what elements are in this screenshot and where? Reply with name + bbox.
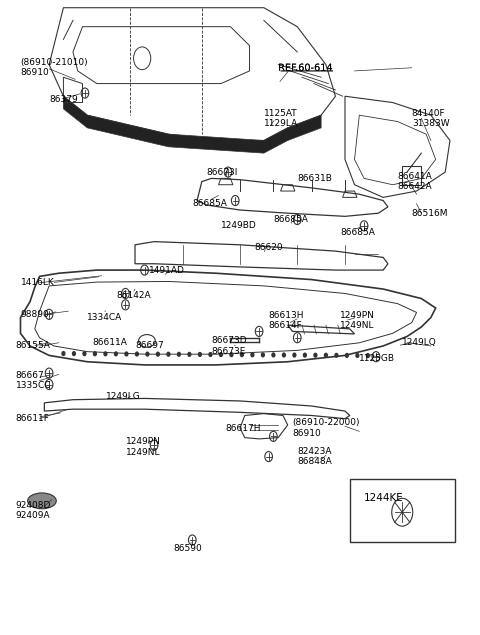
Circle shape bbox=[125, 352, 128, 356]
Text: 1249BD: 1249BD bbox=[221, 222, 257, 231]
Circle shape bbox=[156, 352, 159, 356]
Text: 1125GB: 1125GB bbox=[360, 354, 396, 363]
Text: 86673D
86673E: 86673D 86673E bbox=[211, 337, 247, 356]
Text: 1491AD: 1491AD bbox=[149, 265, 185, 274]
Circle shape bbox=[230, 353, 233, 356]
Text: 92408D
92409A: 92408D 92409A bbox=[16, 500, 51, 520]
Circle shape bbox=[262, 353, 264, 357]
Text: 86613H
86614F: 86613H 86614F bbox=[269, 311, 304, 330]
Circle shape bbox=[335, 354, 338, 358]
Text: 86155A: 86155A bbox=[16, 342, 50, 351]
Text: 86667
1335CC: 86667 1335CC bbox=[16, 371, 51, 391]
Circle shape bbox=[356, 354, 359, 358]
Circle shape bbox=[324, 354, 327, 357]
Circle shape bbox=[146, 352, 149, 356]
Text: 86685A: 86685A bbox=[274, 215, 308, 224]
Circle shape bbox=[178, 352, 180, 356]
Circle shape bbox=[104, 352, 107, 356]
Circle shape bbox=[83, 352, 86, 356]
Circle shape bbox=[219, 352, 222, 356]
Circle shape bbox=[293, 353, 296, 357]
Text: 86673I: 86673I bbox=[206, 168, 238, 177]
Circle shape bbox=[303, 353, 306, 357]
Text: 86590: 86590 bbox=[173, 544, 202, 552]
Circle shape bbox=[135, 352, 138, 356]
Text: 86685A: 86685A bbox=[340, 228, 375, 237]
Circle shape bbox=[366, 354, 369, 358]
Text: 1249LG: 1249LG bbox=[107, 392, 141, 401]
Text: 86617H: 86617H bbox=[226, 424, 261, 432]
Polygon shape bbox=[63, 97, 321, 153]
Text: 1249LQ: 1249LQ bbox=[402, 338, 437, 347]
Text: 84140F
31383W: 84140F 31383W bbox=[412, 109, 449, 128]
Text: (86910-22000)
86910: (86910-22000) 86910 bbox=[292, 418, 360, 438]
Circle shape bbox=[94, 352, 96, 356]
Circle shape bbox=[115, 352, 117, 356]
Circle shape bbox=[199, 352, 201, 356]
Circle shape bbox=[167, 352, 170, 356]
Circle shape bbox=[272, 353, 275, 357]
Text: 86379: 86379 bbox=[49, 95, 78, 104]
Text: REF.60-614: REF.60-614 bbox=[278, 63, 332, 73]
Circle shape bbox=[62, 352, 65, 356]
Bar bbox=[402, 166, 421, 185]
Circle shape bbox=[282, 353, 285, 357]
Text: 82423A
86848A: 82423A 86848A bbox=[297, 447, 332, 466]
Circle shape bbox=[346, 354, 348, 358]
Text: 1334CA: 1334CA bbox=[87, 313, 122, 322]
Text: 86620: 86620 bbox=[254, 243, 283, 253]
Text: 98890: 98890 bbox=[21, 310, 49, 319]
Circle shape bbox=[209, 352, 212, 356]
Text: 86641A
86642A: 86641A 86642A bbox=[397, 172, 432, 191]
Text: 86685A: 86685A bbox=[192, 199, 227, 208]
Text: 86142A: 86142A bbox=[116, 291, 151, 300]
Text: 86697: 86697 bbox=[135, 342, 164, 351]
Text: 86631B: 86631B bbox=[297, 174, 332, 183]
Text: 1125AT
1129LA: 1125AT 1129LA bbox=[264, 109, 298, 128]
Text: 1244KE: 1244KE bbox=[364, 493, 404, 503]
Circle shape bbox=[314, 353, 317, 357]
Text: 86516M: 86516M bbox=[412, 209, 448, 218]
Text: 1249PN
1249NL: 1249PN 1249NL bbox=[340, 311, 375, 330]
Circle shape bbox=[240, 353, 243, 357]
Circle shape bbox=[251, 353, 254, 357]
Text: 1416LK: 1416LK bbox=[21, 278, 54, 287]
Circle shape bbox=[72, 352, 75, 356]
Text: (86910-21010)
86910: (86910-21010) 86910 bbox=[21, 58, 88, 77]
Circle shape bbox=[188, 352, 191, 356]
Ellipse shape bbox=[28, 493, 56, 509]
Text: 86611A: 86611A bbox=[92, 338, 127, 347]
Text: 86611F: 86611F bbox=[16, 414, 49, 423]
Text: 1249PN
1249NL: 1249PN 1249NL bbox=[125, 438, 160, 457]
